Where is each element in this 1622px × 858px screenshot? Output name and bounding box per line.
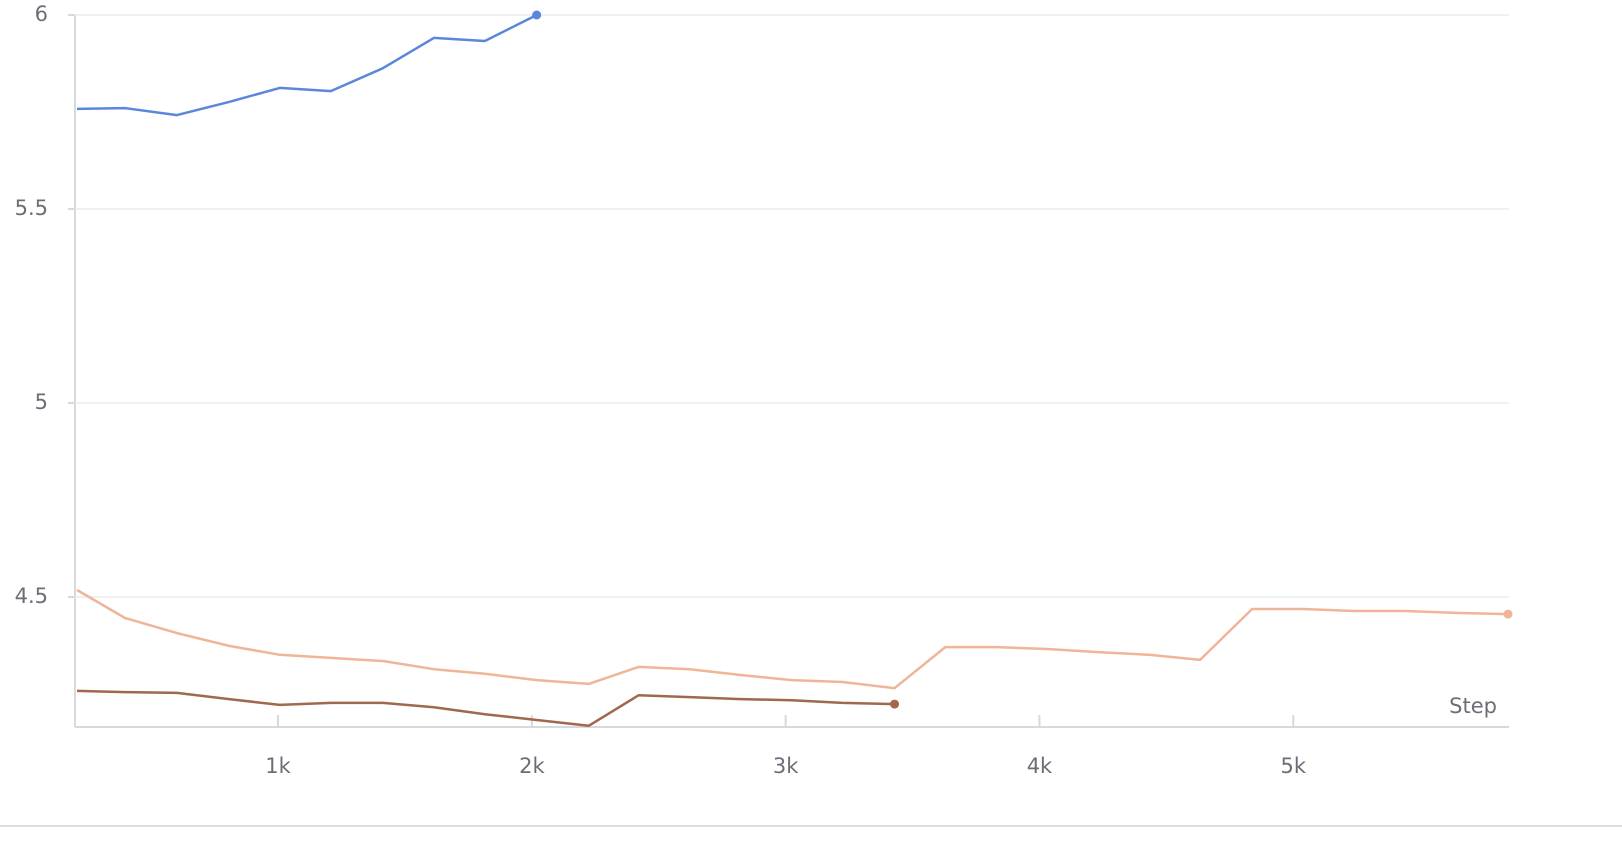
series-line bbox=[76, 689, 895, 728]
y-tick-label: 6 bbox=[35, 2, 48, 26]
end-point bbox=[532, 10, 542, 20]
end-point bbox=[1503, 609, 1513, 619]
series-line bbox=[76, 588, 1509, 690]
x-tick-label: 4k bbox=[1027, 754, 1053, 778]
x-tick-label: 1k bbox=[265, 754, 291, 778]
series-line bbox=[76, 13, 538, 117]
x-axis-label: Step bbox=[1449, 694, 1497, 718]
x-tick-label: 2k bbox=[519, 754, 545, 778]
x-tick-label: 5k bbox=[1280, 754, 1306, 778]
y-tick-label: 4.5 bbox=[15, 584, 48, 608]
y-tick-label: 5.5 bbox=[15, 196, 48, 220]
y-tick-label: 5 bbox=[35, 390, 48, 414]
end-point bbox=[890, 699, 900, 709]
x-tick-label: 3k bbox=[773, 754, 799, 778]
